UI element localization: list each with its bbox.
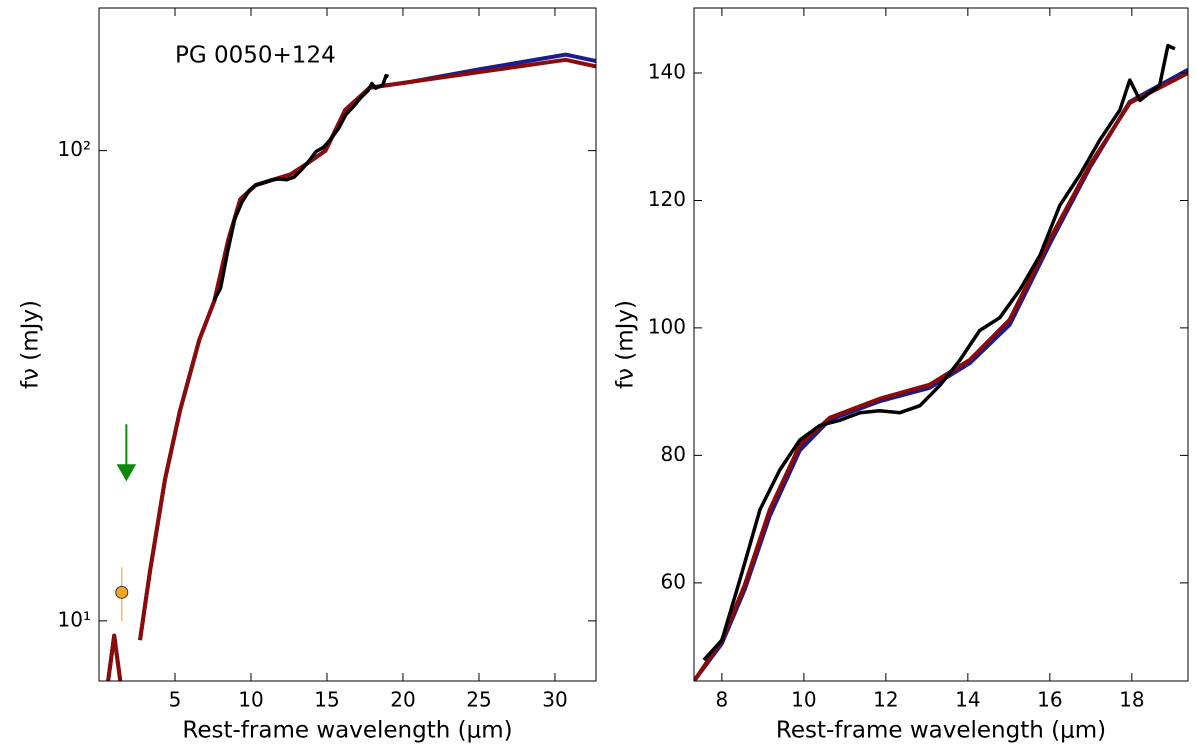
series-line: [106, 52, 596, 681]
y-tick-label: 60: [661, 569, 686, 593]
upper-limit-arrow: [116, 424, 137, 482]
x-tick-label: 8: [716, 688, 729, 712]
x-tick-label: 18: [1119, 688, 1144, 712]
x-axis-label: Rest-frame wavelength (μm): [182, 718, 512, 744]
x-tick-label: 10: [791, 688, 816, 712]
series-line: [702, 43, 1176, 662]
x-tick-label: 5: [169, 688, 182, 712]
y-tick-label: 120: [648, 187, 686, 211]
x-tick-label: 12: [873, 688, 898, 712]
y-tick-label: 140: [648, 60, 686, 84]
data-point: [115, 585, 129, 599]
y-axis-label: fν (mJy): [613, 300, 639, 389]
x-axis-label: Rest-frame wavelength (μm): [776, 718, 1106, 744]
y-tick-label: 10¹: [58, 607, 91, 631]
series-line: [212, 73, 389, 302]
x-tick-label: 16: [1037, 688, 1062, 712]
y-tick-label: 80: [661, 442, 686, 466]
series-line: [694, 71, 1188, 681]
y-tick-label: 10²: [58, 137, 91, 161]
x-tick-label: 20: [390, 688, 415, 712]
y-axis-label: fν (mJy): [18, 300, 44, 389]
plot-frame: [98, 7, 597, 682]
y-tick-label: 100: [648, 314, 686, 338]
x-tick-label: 14: [955, 688, 980, 712]
plot-frame: [693, 7, 1189, 682]
x-tick-label: 25: [466, 688, 491, 712]
plot-area: [106, 52, 596, 681]
x-tick-label: 10: [238, 688, 263, 712]
plot-area: [694, 43, 1188, 681]
annotation: PG 0050+124: [175, 43, 336, 69]
series-line: [106, 57, 596, 681]
x-tick-label: 15: [314, 688, 339, 712]
x-tick-label: 30: [542, 688, 567, 712]
